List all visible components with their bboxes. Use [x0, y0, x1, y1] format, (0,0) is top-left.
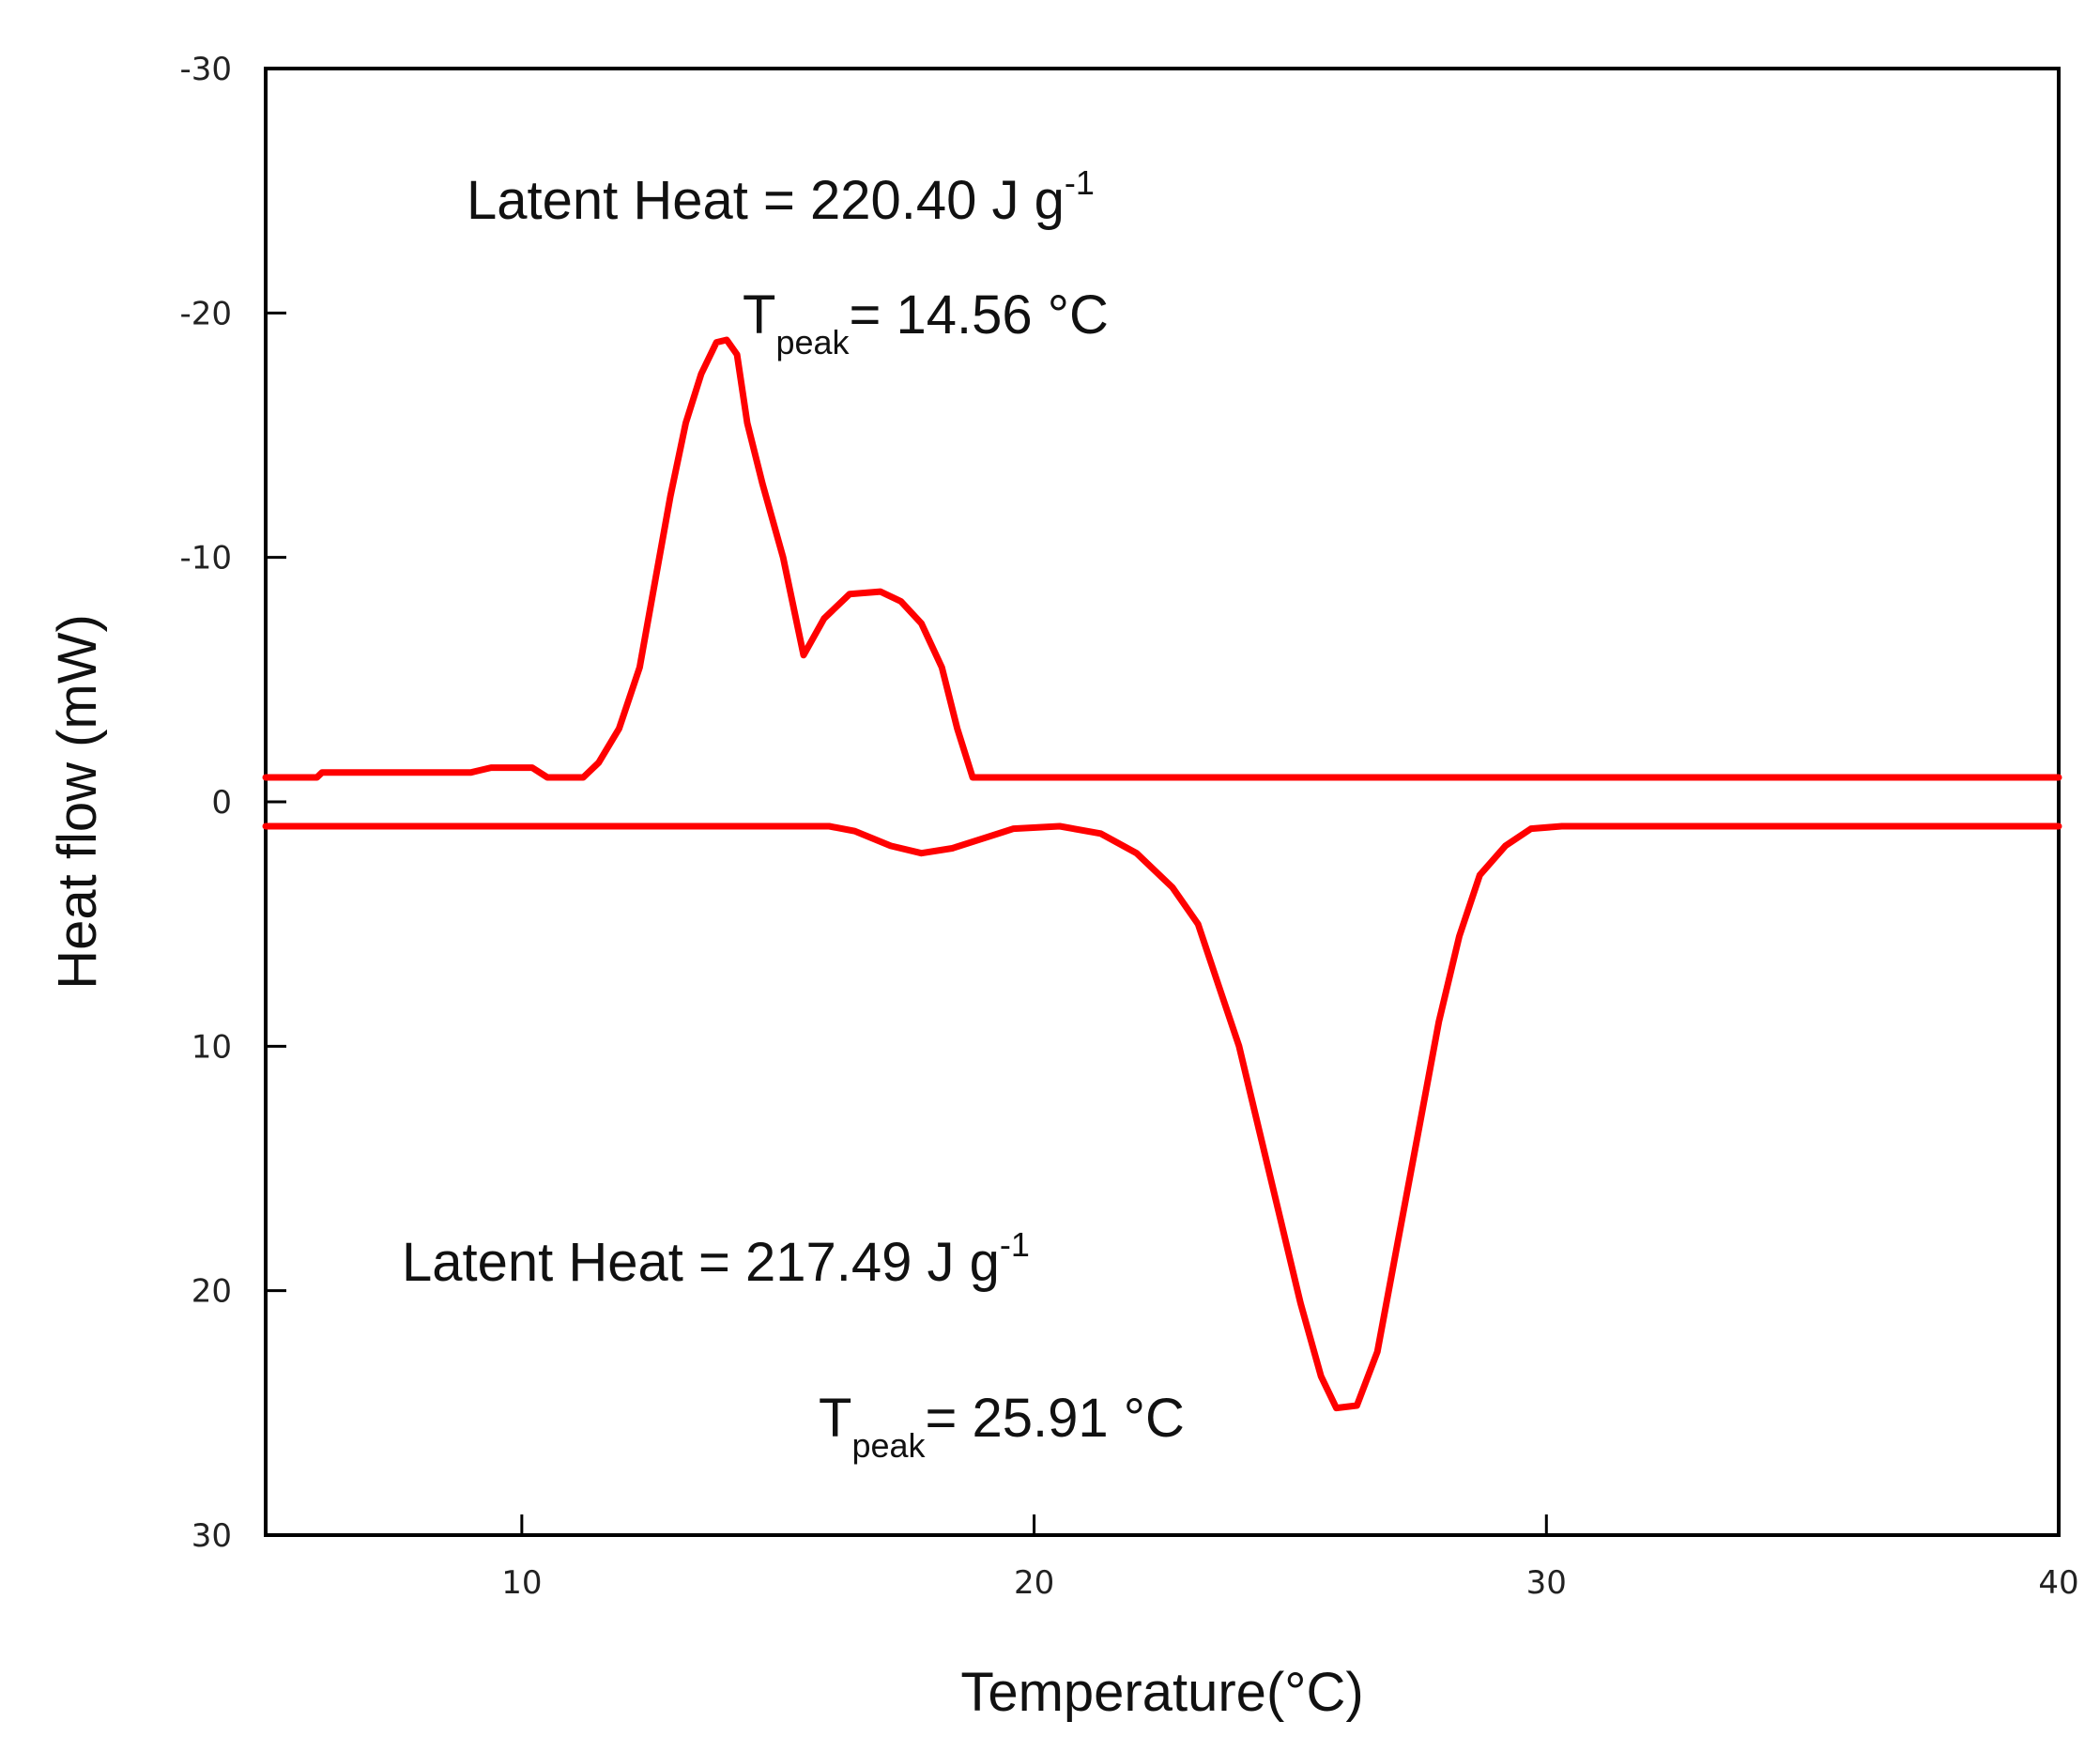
x-tick-label: 40	[2038, 1564, 2078, 1602]
series-line-cooling	[262, 336, 2062, 781]
x-axis-ticks: 10 20 30 40	[501, 1514, 2079, 1602]
y-tick-label: 30	[192, 1517, 232, 1555]
annotation-tpeak-heating-symbol: T	[819, 1388, 851, 1449]
annotation-latent-heat-heating-text: Latent Heat = 217.49 J g	[402, 1232, 1000, 1293]
y-tick-label: 20	[192, 1273, 232, 1311]
annotation-tpeak-heating-value: = 25.91 °C	[926, 1388, 1185, 1449]
annotation-latent-heat-heating-sup: -1	[1000, 1225, 1030, 1264]
plot-frame	[264, 67, 2061, 1537]
y-tick-label: -10	[179, 540, 232, 577]
x-tick-label: 30	[1526, 1564, 1567, 1602]
series-layer	[262, 336, 2062, 1412]
annotation-tpeak-cooling: Tpeak= 14.56 °C	[743, 284, 1109, 361]
x-axis-title: Temperature(°C)	[960, 1662, 1363, 1723]
annotation-tpeak-heating: Tpeak= 25.91 °C	[819, 1388, 1185, 1465]
annotation-latent-heat-heating: Latent Heat = 217.49 J g-1	[402, 1225, 1030, 1293]
y-axis-ticks: -30 -20 -10 0 10 20 30	[179, 51, 286, 1555]
annotation-latent-heat-cooling-text: Latent Heat = 220.40 J g	[467, 170, 1065, 231]
y-tick-label: -20	[179, 295, 232, 332]
x-tick-label: 20	[1014, 1564, 1054, 1602]
annotation-tpeak-cooling-value: = 14.56 °C	[850, 284, 1109, 346]
annotation-tpeak-heating-sub: peak	[851, 1426, 926, 1465]
y-tick-label: 0	[211, 784, 232, 822]
y-axis-title: Heat flow (mW)	[47, 614, 108, 990]
annotation-tpeak-cooling-sub: peak	[775, 323, 850, 361]
annotation-latent-heat-cooling-sup: -1	[1065, 163, 1095, 202]
annotation-latent-heat-cooling: Latent Heat = 220.40 J g-1	[467, 163, 1095, 231]
y-tick-label: 10	[192, 1028, 232, 1066]
series-line-heating	[262, 822, 2062, 1412]
y-tick-label: -30	[179, 51, 232, 88]
annotation-tpeak-cooling-symbol: T	[743, 284, 775, 346]
x-tick-label: 10	[501, 1564, 542, 1602]
